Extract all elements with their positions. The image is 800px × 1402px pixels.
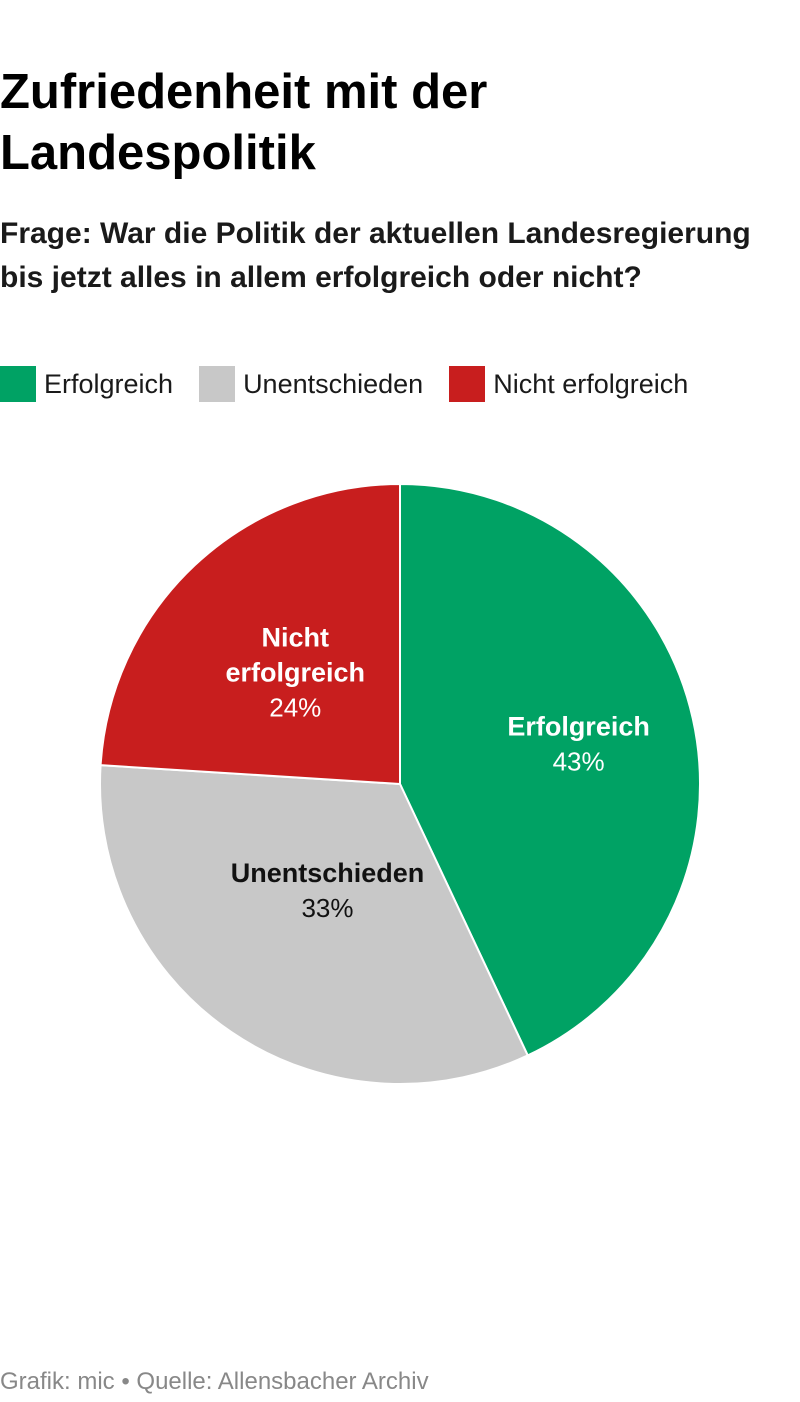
- slice-label-unentschieden: Unentschieden: [231, 858, 425, 888]
- legend-label-unentschieden: Unentschieden: [243, 368, 424, 399]
- legend-item-erfolgreich: Erfolgreich: [0, 366, 173, 402]
- chart-subtitle: Frage: War die Politik der aktuellen Lan…: [0, 217, 751, 294]
- source-footer: Grafik: mic • Quelle: Allensbacher Archi…: [0, 1368, 429, 1395]
- slice-value-unentschieden: 33%: [301, 893, 353, 923]
- legend-label-erfolgreich: Erfolgreich: [44, 368, 174, 399]
- slice-label-erfolgreich: Erfolgreich: [507, 712, 650, 742]
- slice-label-nicht-erfolgreich-line-1: Nicht: [262, 622, 330, 652]
- legend-item-nicht-erfolgreich: Nicht erfolgreich: [449, 366, 688, 402]
- pie-slice-unentschieden: [99, 764, 530, 1085]
- chart-title: Zufriedenheit mit der Landespolitik: [0, 65, 488, 180]
- slice-label-nicht-erfolgreich-line-2: erfolgreich: [225, 657, 365, 687]
- pie-slice-nicht-erfolgreich: [99, 482, 401, 786]
- legend-swatch-nicht-erfolgreich: [449, 366, 486, 402]
- legend-swatch-unentschieden: [199, 366, 236, 402]
- slice-value-erfolgreich: 43%: [553, 747, 605, 777]
- slice-value-nicht-erfolgreich: 24%: [269, 692, 321, 722]
- legend-item-unentschieden: Unentschieden: [199, 366, 423, 402]
- pie-chart: Erfolgreich 43% Unentschieden 33% Nicht erfol…: [99, 482, 701, 1085]
- legend-label-nicht-erfolgreich: Nicht erfolgreich: [493, 368, 689, 399]
- legend-swatch-erfolgreich: [0, 366, 36, 402]
- legend: Erfolgreich Unentschieden Nicht erfolgre…: [0, 366, 714, 402]
- pie-slice-erfolgreich: [399, 482, 701, 1057]
